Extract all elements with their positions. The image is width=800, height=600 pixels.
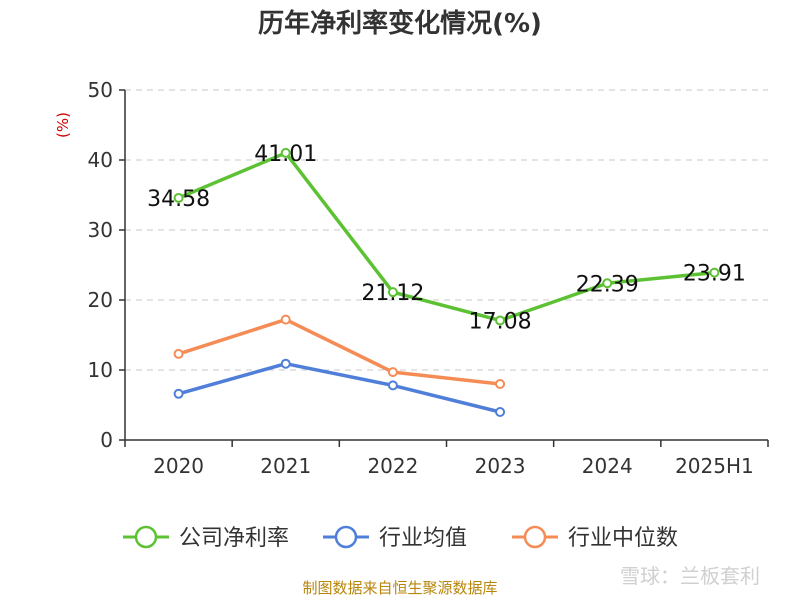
data-label: 41.01	[254, 142, 317, 167]
data-label: 22.39	[576, 272, 639, 297]
data-point	[173, 388, 184, 399]
data-point	[173, 192, 184, 203]
data-point	[173, 348, 184, 359]
grid-lines	[125, 89, 768, 371]
data-point	[387, 287, 398, 298]
data-label: 23.91	[683, 262, 746, 287]
x-tick-label: 2022	[367, 454, 418, 478]
y-tick-label: 30	[88, 218, 113, 242]
legend-item-2[interactable]: 行业中位数	[512, 525, 678, 551]
series-line-2	[178, 317, 501, 386]
series-line-0	[177, 151, 715, 323]
data-label: 21.12	[361, 281, 424, 306]
legend-marker	[134, 525, 158, 549]
data-point	[280, 314, 291, 325]
data-labels: 34.58 41.01 21.12 17.08 22.39 23.91	[147, 142, 746, 335]
y-tick-label: 0	[100, 428, 113, 452]
legend-marker	[334, 525, 358, 549]
data-point	[387, 380, 398, 391]
series-line-1	[178, 361, 501, 414]
x-tick-label: 2025H1	[675, 454, 754, 478]
y-axis-unit: (%)	[54, 112, 72, 138]
series-lines	[173, 147, 720, 417]
data-point	[495, 379, 506, 389]
x-tick-label: 2020	[153, 454, 204, 478]
y-tick-label: 40	[88, 148, 113, 172]
axes	[119, 89, 769, 447]
legend-label: 行业均值	[379, 526, 467, 551]
data-label: 17.08	[469, 309, 532, 334]
legend[interactable]: 公司净利率 行业均值 行业中位数	[123, 525, 678, 551]
legend-item-1[interactable]: 行业均值	[323, 525, 467, 551]
chart-title: 历年净利率变化情况(%)	[258, 8, 542, 39]
y-tick-label: 10	[88, 358, 113, 382]
legend-item-0[interactable]: 公司净利率	[123, 525, 289, 551]
data-point	[387, 367, 398, 378]
data-point	[602, 278, 613, 289]
data-point	[280, 147, 291, 158]
data-label: 34.58	[147, 187, 210, 212]
tick-labels: 0 10 20 30 40 50 2020 2021 2022 2023 2024 2025H1	[88, 78, 754, 478]
data-point	[495, 407, 506, 417]
y-tick-label: 20	[88, 288, 113, 312]
legend-marker	[523, 525, 547, 549]
legend-label: 行业中位数	[568, 526, 678, 551]
x-tick-label: 2023	[475, 454, 526, 478]
legend-label: 公司净利率	[179, 526, 289, 551]
watermark: 雪球：兰板套利	[620, 564, 760, 588]
data-point	[709, 267, 720, 278]
data-point	[280, 358, 291, 369]
source-note: 制图数据来自恒生聚源数据库	[302, 579, 497, 597]
x-tick-label: 2024	[582, 454, 633, 478]
y-tick-label: 50	[88, 78, 113, 102]
x-tick-label: 2021	[260, 454, 311, 478]
data-point	[495, 315, 506, 326]
